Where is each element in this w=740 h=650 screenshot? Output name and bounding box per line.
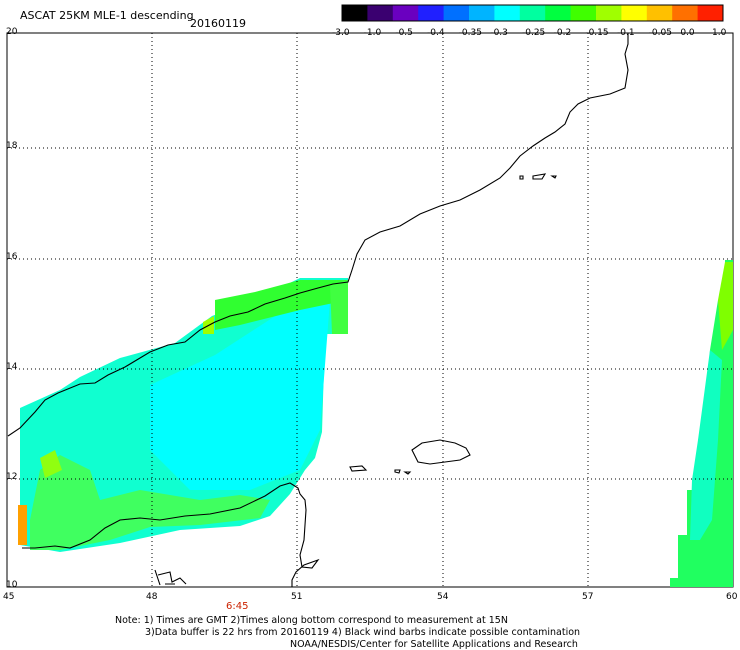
swath-left-green-north xyxy=(215,280,348,330)
grid xyxy=(7,33,733,587)
island-kuria-1 xyxy=(519,175,524,180)
coast-arabia-south xyxy=(7,33,629,437)
swath-right xyxy=(670,260,733,587)
island-kuria-2 xyxy=(532,173,547,180)
colorbar-segment xyxy=(519,5,546,21)
swath-left-green-south xyxy=(30,455,270,550)
colorbar-label: 0.0 xyxy=(680,28,695,38)
coast-africa-north xyxy=(22,482,320,587)
lat-label-14: 14 xyxy=(6,362,18,372)
swath-left-orange-strip xyxy=(18,505,27,545)
colorbar-frame xyxy=(341,4,724,22)
lon-label-51: 51 xyxy=(291,592,303,602)
colorbar-label: -0.4 xyxy=(427,28,445,38)
colorbar-segment xyxy=(342,5,368,21)
colorbar-label: -0.15 xyxy=(585,28,609,38)
swath-right-cyan xyxy=(690,350,722,540)
colorbar-segment xyxy=(418,5,445,21)
colorbar-label: -0.5 xyxy=(395,28,413,38)
note-line-1: Note: 1) Times are GMT 2)Times along bot… xyxy=(115,615,508,626)
swath-left-cyan xyxy=(150,300,330,490)
colorbar-label: -0.1 xyxy=(617,28,635,38)
colorbar-segment xyxy=(494,5,521,21)
lat-label-18: 18 xyxy=(6,141,18,151)
colorbar-segment xyxy=(392,5,419,21)
colorbar-label: -0.25 xyxy=(522,28,546,38)
swath-right-lime xyxy=(718,262,733,350)
island-socotra xyxy=(411,439,471,465)
coastline xyxy=(7,33,629,587)
note-line-2: 3)Data buffer is 22 hrs from 20160119 4)… xyxy=(145,627,581,638)
note-line-3: NOAA/NESDIS/Center for Satellite Applica… xyxy=(290,639,578,650)
pass-time: 6:45 xyxy=(226,601,249,612)
colorbar-label: -0.3 xyxy=(490,28,508,38)
lon-label-45: 45 xyxy=(3,592,15,602)
island-abd-al-kuri xyxy=(349,465,368,472)
lon-label-60: 60 xyxy=(726,592,738,602)
swath-left-lime-spot xyxy=(40,450,62,478)
colorbar-label: -0.2 xyxy=(553,28,572,38)
lat-label-12: 12 xyxy=(6,472,18,482)
colorbar-label: 1.0 xyxy=(712,28,727,38)
lon-label-54: 54 xyxy=(437,592,449,602)
colorbar-segment xyxy=(570,5,597,21)
colorbar-segment xyxy=(367,5,394,21)
colorbar-label: -1.0 xyxy=(363,28,382,38)
colorbar-segment xyxy=(672,5,699,21)
colorbar xyxy=(341,4,724,22)
colorbar-segment xyxy=(646,5,673,21)
colorbar-segment xyxy=(443,5,470,21)
colorbar-segment xyxy=(545,5,572,21)
island-small-1 xyxy=(394,469,401,474)
lat-label-10: 10 xyxy=(6,580,18,590)
swath-right-base xyxy=(670,260,733,587)
swath-left-east-green xyxy=(330,280,348,334)
colorbar-segment xyxy=(621,5,648,21)
lon-label-57: 57 xyxy=(582,592,594,602)
lat-label-20: 20 xyxy=(6,27,18,37)
island-small-2 xyxy=(403,471,412,475)
barb-cluster xyxy=(154,569,187,586)
swath-left xyxy=(18,278,348,552)
colorbar-label: -3.0 xyxy=(332,28,350,38)
colorbar-label: -0.35 xyxy=(458,28,482,38)
colorbar-segment xyxy=(697,5,724,21)
colorbar-segment xyxy=(469,5,495,21)
chart-date: 20160119 xyxy=(190,17,246,30)
lat-label-16: 16 xyxy=(6,252,18,262)
colorbar-segment xyxy=(596,5,622,21)
chart-title: ASCAT 25KM MLE-1 descending xyxy=(20,9,194,22)
island-kuria-3 xyxy=(550,175,557,179)
lon-label-48: 48 xyxy=(146,592,158,602)
colorbar-label: -0.05 xyxy=(648,28,672,38)
